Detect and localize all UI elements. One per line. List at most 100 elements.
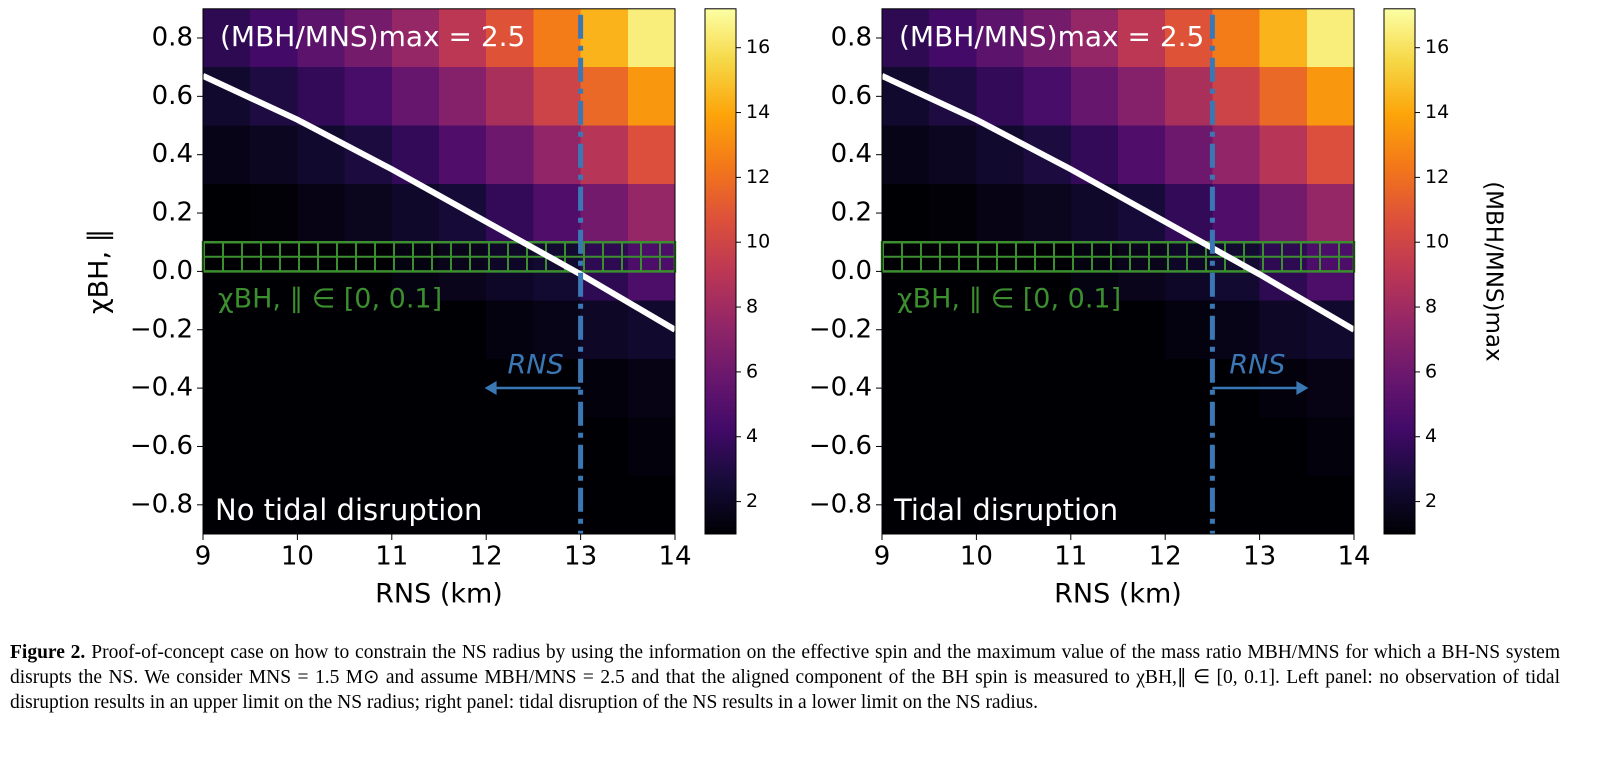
heat-cell	[580, 300, 629, 360]
colorbar	[1383, 8, 1416, 535]
heat-cell	[439, 358, 487, 418]
heat-cell	[297, 417, 346, 477]
y-tick-label: −0.2	[809, 314, 872, 344]
heat-cell	[1118, 358, 1166, 418]
heat-cell	[1212, 8, 1261, 68]
heat-cell	[1118, 8, 1166, 68]
heat-cell	[1165, 475, 1213, 535]
heat-cell	[580, 125, 629, 185]
heat-cell	[203, 358, 251, 418]
colorbar-tick-label: 4	[1425, 425, 1437, 447]
heat-cell	[297, 358, 346, 418]
heat-cell	[391, 8, 440, 68]
x-axis-label: RNS (km)	[1054, 579, 1182, 610]
heat-cell	[533, 417, 582, 477]
heat-cell	[882, 183, 930, 243]
heat-cell	[344, 183, 393, 243]
caption: Figure 2. Proof-of-concept case on how to…	[10, 640, 1560, 715]
y-tick-label: −0.6	[809, 431, 872, 461]
heat-cell	[203, 475, 251, 535]
heat-cell	[250, 125, 298, 185]
heat-cell	[1165, 8, 1213, 68]
colorbar-label: (MBH/MNS)max	[1481, 181, 1507, 361]
y-tick-label: 0.0	[831, 256, 872, 286]
region-label: Tidal disruption	[893, 493, 1118, 527]
annotation: (MBH/MNS)max = 2.5	[220, 20, 525, 53]
x-tick-label: 9	[874, 542, 891, 572]
heat-cell	[1306, 8, 1355, 68]
heat-cell	[627, 417, 676, 477]
colorbar-tick-label: 14	[746, 101, 770, 123]
heat-cell	[1165, 67, 1213, 127]
heat-cell	[1023, 417, 1072, 477]
y-tick-label: 0.6	[152, 81, 193, 111]
heat-cell	[929, 417, 977, 477]
x-tick-label: 10	[281, 542, 314, 572]
heat-cell	[1212, 125, 1261, 185]
heat-cell	[391, 358, 440, 418]
heat-cell	[486, 417, 534, 477]
heat-cell	[203, 183, 251, 243]
colorbar-tick-label: 8	[1425, 296, 1437, 318]
x-tick-label: 9	[195, 542, 212, 572]
heat-cell	[580, 475, 629, 535]
heat-cell	[882, 8, 930, 68]
heat-cell	[1306, 67, 1355, 127]
heat-cell	[627, 300, 676, 360]
heat-cell	[1023, 183, 1072, 243]
heat-cell	[486, 300, 534, 360]
heat-cell	[1165, 300, 1213, 360]
colorbar-tick-label: 16	[746, 36, 770, 58]
heat-cell	[627, 475, 676, 535]
heat-cell	[1118, 125, 1166, 185]
heat-cell	[1023, 475, 1072, 535]
heat-cell	[439, 183, 487, 243]
y-tick-label: −0.2	[130, 314, 193, 344]
heat-cell	[580, 8, 629, 68]
heat-cell	[1070, 475, 1119, 535]
y-axis-label: χBH, ∥	[84, 229, 115, 314]
y-tick-label: 0.4	[152, 139, 193, 169]
heat-cell	[297, 8, 346, 68]
heat-cell	[1259, 125, 1308, 185]
heat-cell	[1259, 67, 1308, 127]
heat-cell	[1118, 417, 1166, 477]
heat-cell	[344, 358, 393, 418]
arrow-head	[484, 381, 497, 395]
caption-text: Proof-of-concept case on how to constrai…	[10, 642, 1560, 713]
heat-cell	[250, 417, 298, 477]
heat-cell	[203, 8, 251, 68]
colorbar-tick-label: 8	[746, 296, 758, 318]
heat-cell	[250, 358, 298, 418]
colorbar-tick-label: 12	[1425, 166, 1449, 188]
heat-cell	[1165, 417, 1213, 477]
x-tick-label: 10	[960, 542, 993, 572]
heat-cell	[1259, 8, 1308, 68]
heat-cell	[1023, 67, 1072, 127]
band-label: χBH, ∥ ∈ [0, 0.1]	[897, 284, 1121, 315]
band-label: χBH, ∥ ∈ [0, 0.1]	[218, 284, 442, 315]
x-tick-label: 13	[564, 542, 597, 572]
x-tick-label: 12	[1149, 542, 1182, 572]
x-tick-label: 14	[658, 542, 691, 572]
colorbar-tick-label: 2	[746, 490, 758, 512]
heat-cell	[250, 300, 298, 360]
x-tick-label: 12	[470, 542, 503, 572]
caption-label: Figure 2.	[10, 642, 86, 663]
x-tick-label: 14	[1337, 542, 1370, 572]
heat-cell	[486, 125, 534, 185]
y-tick-label: 0.8	[831, 22, 872, 52]
heat-cell	[580, 417, 629, 477]
heat-cell	[882, 300, 930, 360]
heat-cell	[882, 358, 930, 418]
heat-cell	[882, 475, 930, 535]
heat-cell	[439, 125, 487, 185]
heat-cell	[203, 300, 251, 360]
heat-cell	[627, 8, 676, 68]
radius-label: RNS	[1229, 350, 1285, 381]
heat-cell	[1306, 125, 1355, 185]
y-tick-label: −0.4	[130, 373, 193, 403]
heat-cell	[1070, 358, 1119, 418]
contour-line	[880, 73, 1356, 333]
heat-cell	[1070, 417, 1119, 477]
